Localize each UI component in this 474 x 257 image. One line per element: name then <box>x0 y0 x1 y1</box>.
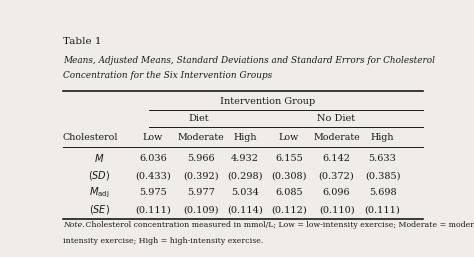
Text: (0.385): (0.385) <box>365 171 400 180</box>
Text: 5.977: 5.977 <box>187 188 215 197</box>
Text: (0.392): (0.392) <box>183 171 219 180</box>
Text: (0.298): (0.298) <box>227 171 263 180</box>
Text: $(SD)$: $(SD)$ <box>89 169 111 182</box>
Text: Low: Low <box>279 133 299 142</box>
Text: No Diet: No Diet <box>317 114 355 123</box>
Text: Table 1: Table 1 <box>63 37 101 46</box>
Text: (0.112): (0.112) <box>271 205 307 214</box>
Text: intensity exercise; High = high-intensity exercise.: intensity exercise; High = high-intensit… <box>63 237 263 245</box>
Text: 5.633: 5.633 <box>369 154 396 163</box>
Text: (0.111): (0.111) <box>365 205 401 214</box>
Text: 5.034: 5.034 <box>231 188 259 197</box>
Text: 4.932: 4.932 <box>231 154 259 163</box>
Text: Diet: Diet <box>189 114 209 123</box>
Text: Low: Low <box>143 133 163 142</box>
Text: 6.085: 6.085 <box>275 188 303 197</box>
Text: High: High <box>233 133 256 142</box>
Text: 6.096: 6.096 <box>323 188 350 197</box>
Text: 6.036: 6.036 <box>139 154 167 163</box>
Text: $M$: $M$ <box>94 152 105 164</box>
Text: 5.698: 5.698 <box>369 188 396 197</box>
Text: (0.110): (0.110) <box>319 205 355 214</box>
Text: Note.: Note. <box>63 221 84 229</box>
Text: Moderate: Moderate <box>177 133 224 142</box>
Text: Intervention Group: Intervention Group <box>220 97 315 106</box>
Text: Cholesterol: Cholesterol <box>63 133 118 142</box>
Text: (0.109): (0.109) <box>183 205 219 214</box>
Text: (0.114): (0.114) <box>227 205 263 214</box>
Text: (0.433): (0.433) <box>135 171 171 180</box>
Text: (0.372): (0.372) <box>319 171 355 180</box>
Text: $(SE)$: $(SE)$ <box>89 204 110 216</box>
Text: Cholesterol concentration measured in mmol/L; Low = low-intensity exercise; Mode: Cholesterol concentration measured in mm… <box>83 221 474 229</box>
Text: High: High <box>371 133 394 142</box>
Text: 5.966: 5.966 <box>187 154 215 163</box>
Text: Moderate: Moderate <box>313 133 360 142</box>
Text: (0.111): (0.111) <box>135 205 171 214</box>
Text: Means, Adjusted Means, Standard Deviations and Standard Errors for Cholesterol: Means, Adjusted Means, Standard Deviatio… <box>63 56 435 65</box>
Text: 6.142: 6.142 <box>323 154 351 163</box>
Text: 6.155: 6.155 <box>275 154 303 163</box>
Text: 5.975: 5.975 <box>139 188 167 197</box>
Text: $M_{\rm adj}$: $M_{\rm adj}$ <box>89 186 110 200</box>
Text: Concentration for the Six Intervention Groups: Concentration for the Six Intervention G… <box>63 71 272 80</box>
Text: (0.308): (0.308) <box>271 171 307 180</box>
